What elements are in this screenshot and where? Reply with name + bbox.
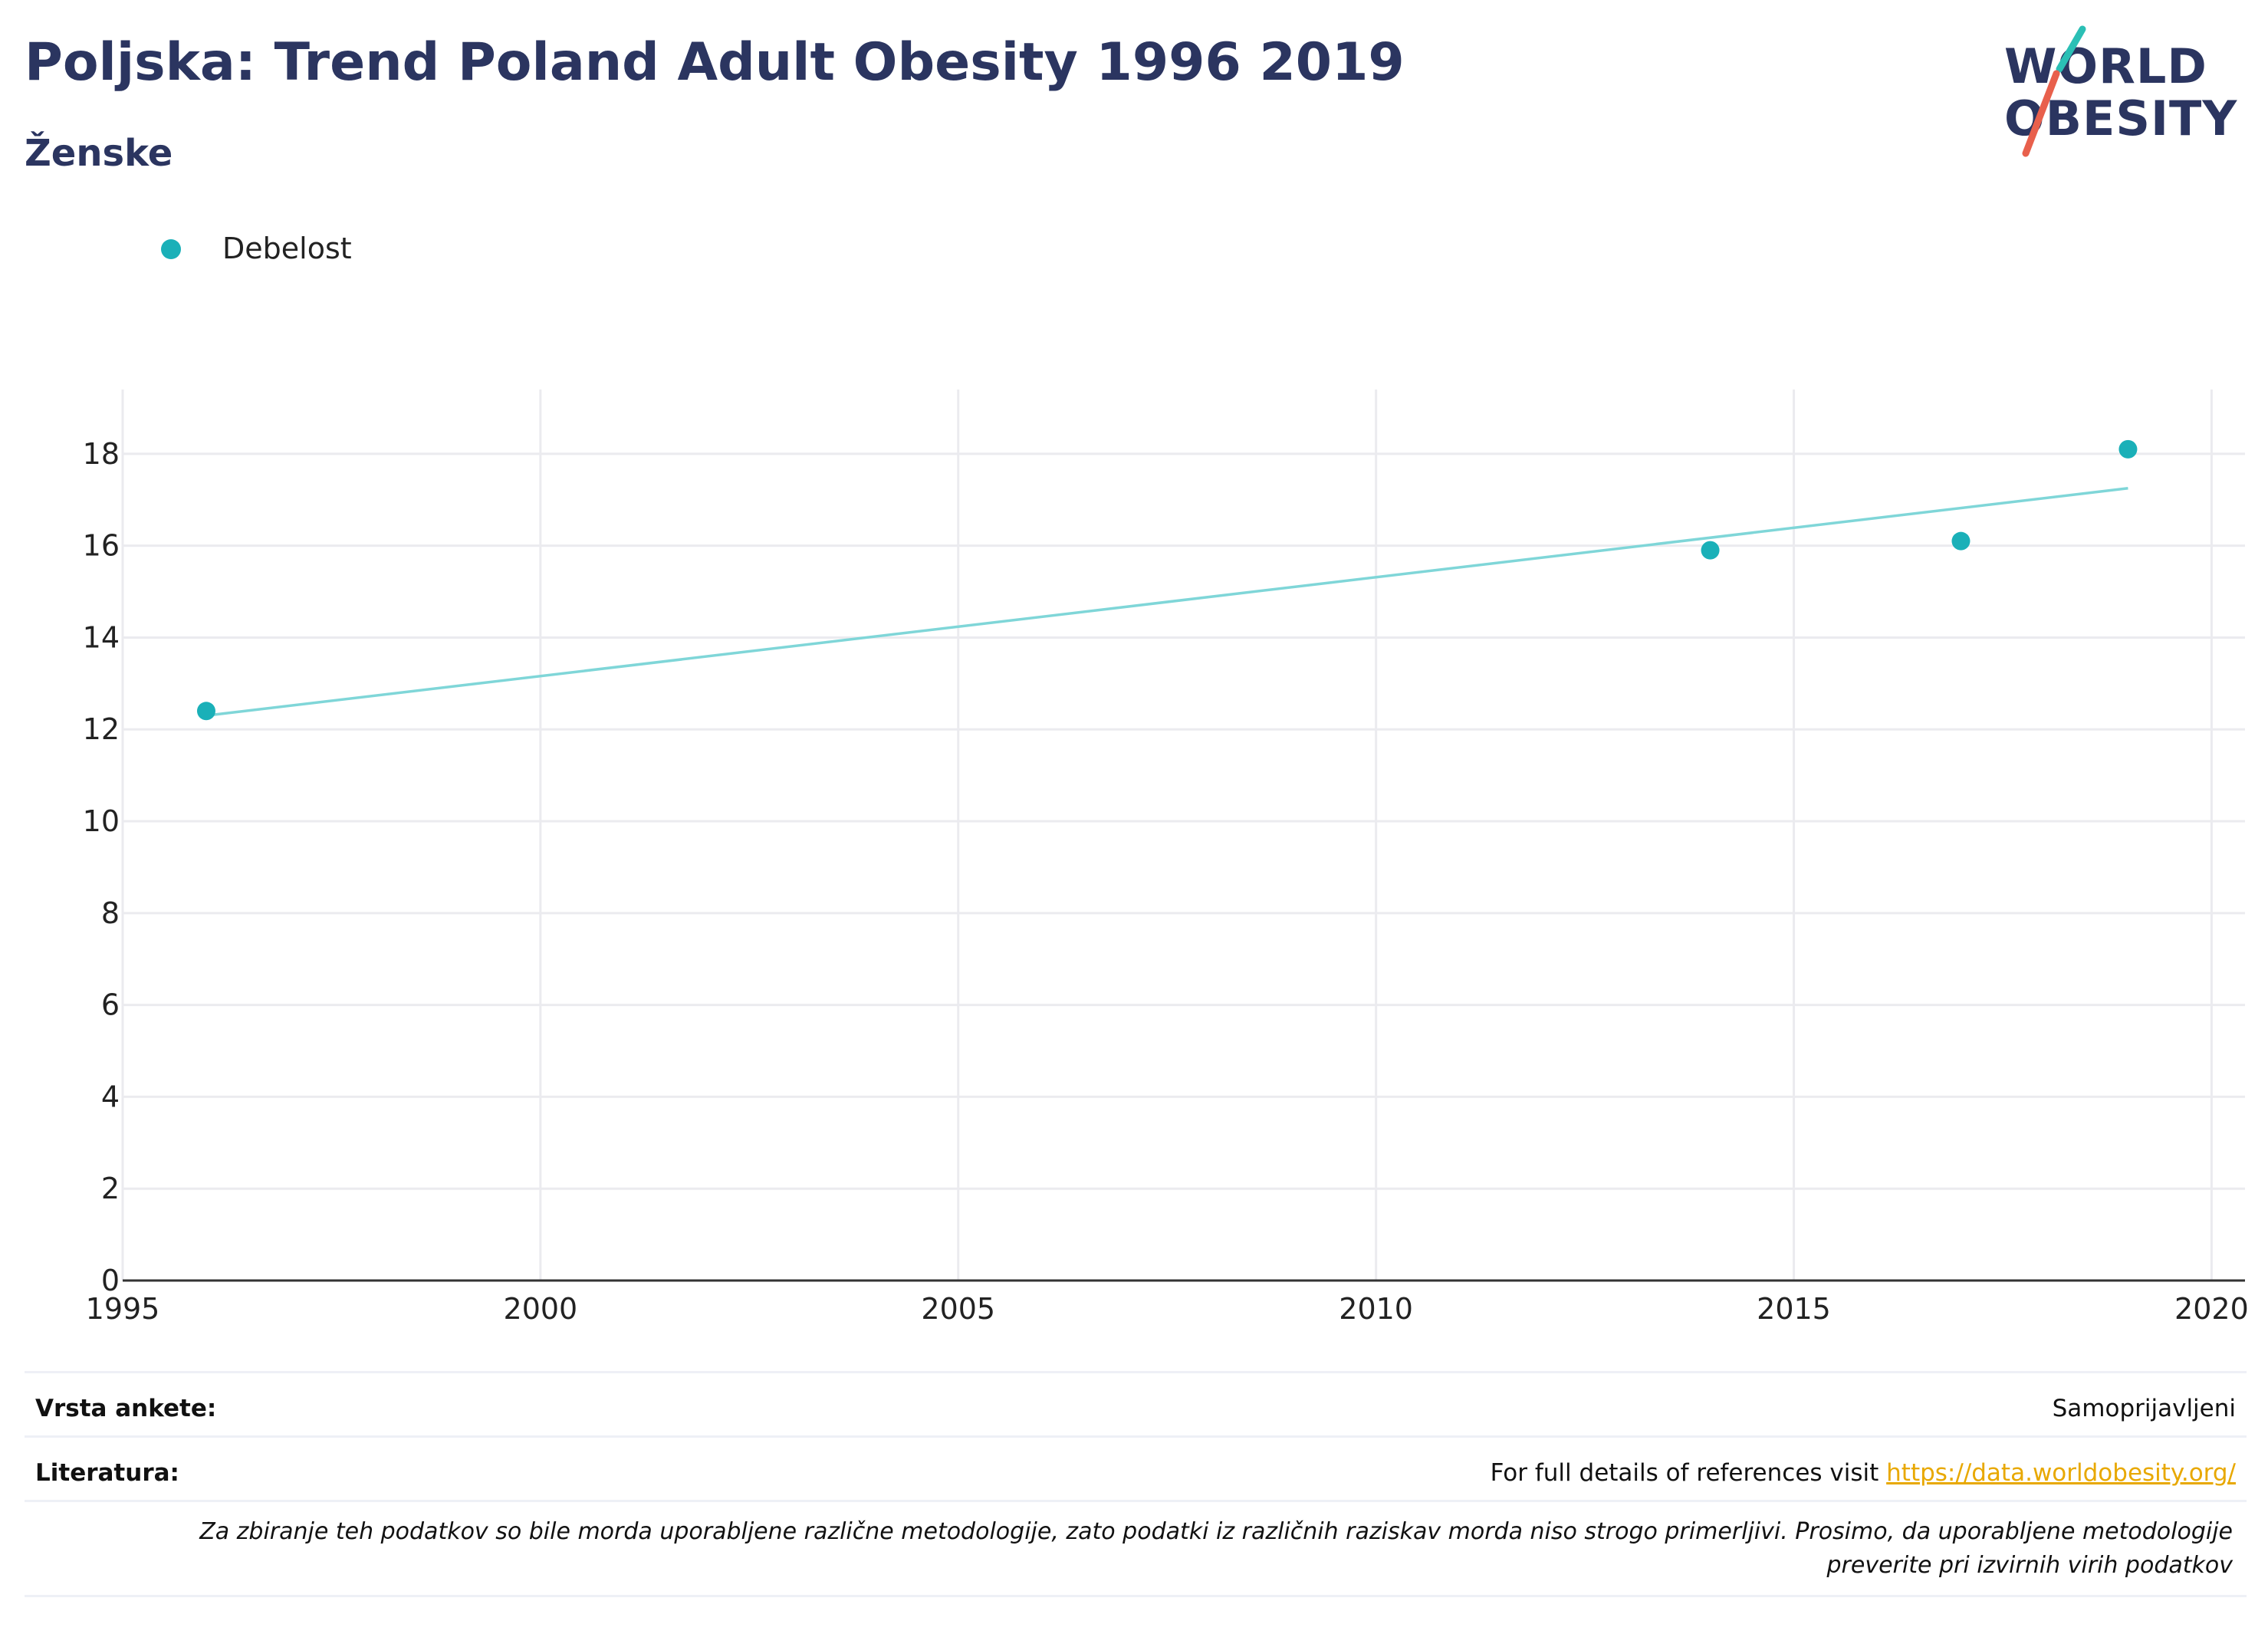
y-tick-label-12: 12 bbox=[83, 712, 120, 746]
data-point-1996 bbox=[196, 702, 215, 721]
x-tick-label-2005: 2005 bbox=[921, 1292, 995, 1326]
footer-row-survey: Vrsta ankete: Samoprijavljeni bbox=[25, 1371, 2247, 1438]
logo-word-world: WORLD bbox=[2004, 38, 2207, 94]
y-tick-label-18: 18 bbox=[83, 437, 120, 471]
y-tick-label-16: 16 bbox=[83, 529, 120, 563]
x-tick-label-2010: 2010 bbox=[1339, 1292, 1413, 1326]
y-tick-label-2: 2 bbox=[101, 1172, 120, 1205]
references-link[interactable]: https://data.worldobesity.org/ bbox=[1886, 1459, 2236, 1487]
data-point-2014 bbox=[1701, 541, 1720, 560]
y-tick-label-14: 14 bbox=[83, 620, 120, 654]
chart-subtitle: Ženske bbox=[25, 132, 173, 175]
grid-layer bbox=[121, 390, 2245, 1281]
x-tick-label-2015: 2015 bbox=[1757, 1292, 1831, 1326]
data-point-2019 bbox=[2118, 439, 2138, 459]
y-tick-label-0: 0 bbox=[101, 1264, 120, 1297]
logo-slash-icon bbox=[2022, 25, 2086, 157]
references-value: For full details of references visit htt… bbox=[1491, 1459, 2236, 1487]
survey-type-value: Samoprijavljeni bbox=[2052, 1395, 2236, 1422]
methodology-disclaimer: Za zbiranje teh podatkov so bile morda u… bbox=[199, 1518, 2233, 1579]
footer-divider-bottom bbox=[25, 1595, 2247, 1597]
data-point-2017 bbox=[1951, 531, 1971, 551]
trendline bbox=[205, 487, 2128, 718]
references-label: Literatura: bbox=[35, 1459, 179, 1487]
y-tick-label-6: 6 bbox=[101, 988, 120, 1022]
data-points-layer bbox=[196, 439, 2138, 721]
legend-marker-debelost bbox=[161, 239, 181, 259]
footer-row-references: Literatura: For full details of referenc… bbox=[25, 1435, 2247, 1502]
axis-layer: 0 2 4 6 8 10 12 14 16 18 1995 2000 2005 2010 2015 2020 bbox=[83, 437, 2249, 1326]
y-tick-label-4: 4 bbox=[101, 1080, 120, 1113]
world-obesity-logo: WORLD OBESITY bbox=[1994, 23, 2254, 169]
x-tick-label-2000: 2000 bbox=[504, 1292, 578, 1326]
references-text: For full details of references visit bbox=[1490, 1459, 1887, 1487]
y-tick-label-10: 10 bbox=[83, 804, 120, 838]
legend-label-debelost: Debelost bbox=[222, 232, 352, 265]
scatter-chart: 0 2 4 6 8 10 12 14 16 18 1995 2000 2005 2010 2015 2020 bbox=[83, 390, 2249, 1326]
y-tick-label-8: 8 bbox=[101, 896, 120, 930]
trendline-layer bbox=[205, 487, 2128, 718]
chart-title: Poljska: Trend Poland Adult Obesity 1996… bbox=[25, 32, 1405, 93]
survey-type-label: Vrsta ankete: bbox=[35, 1395, 217, 1422]
x-tick-label-2020: 2020 bbox=[2174, 1292, 2249, 1326]
x-tick-label-1995: 1995 bbox=[86, 1292, 160, 1326]
footer-divider-mid bbox=[25, 1500, 2247, 1502]
